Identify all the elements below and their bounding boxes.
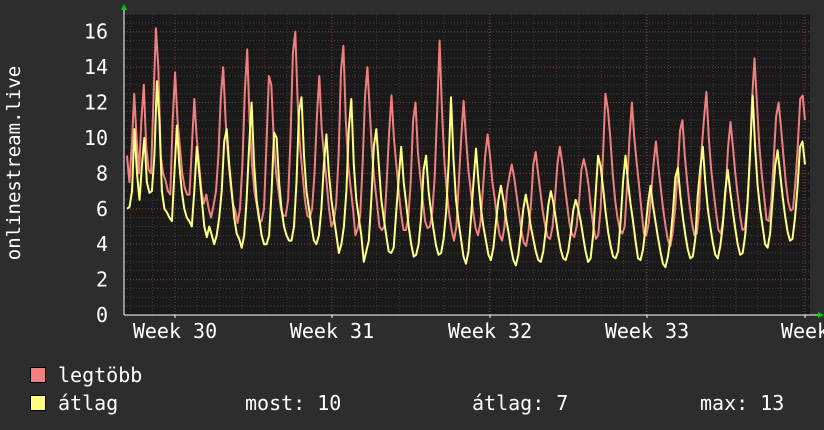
y-axis-label: onlinestream.live [3,65,25,261]
x-tick-label: Week [781,319,824,343]
stat-max-label: max: [700,391,749,415]
y-tick-label: 14 [84,55,108,79]
y-tick-label: 4 [96,232,108,256]
y-tick-label: 10 [84,126,108,150]
y-axis-ticks: 0 2 4 6 8 10 12 14 16 [84,20,108,327]
stat-max-value: 13 [760,391,785,415]
legend-swatch-legtobb [30,367,46,383]
legend-label-legtobb: legtöbb [58,363,143,387]
y-tick-label: 6 [96,197,108,221]
legend-label-atlag: átlag [58,391,119,415]
stat-atlag: átlag: 7 [472,391,568,415]
y-tick-label: 8 [96,161,108,185]
y-tick-label: 0 [96,303,108,327]
legend-swatch-atlag [30,395,46,411]
y-tick-label: 12 [84,91,108,115]
stat-most: most: 10 [245,391,341,415]
axes [121,4,824,318]
x-tick-label: Week 32 [448,319,532,343]
y-axis-arrow [121,4,127,10]
stat-atlag-value: 7 [556,391,569,415]
x-tick-label: Week 31 [290,319,374,343]
stat-atlag-label: átlag: [472,391,545,415]
y-tick-label: 16 [84,20,108,44]
x-tick-label: Week 30 [133,319,217,343]
series-line-legtobb [126,27,806,247]
x-tick-label: Week 33 [605,319,689,343]
stat-most-label: most: [245,391,306,415]
x-axis-ticks: Week 30 Week 31 Week 32 Week 33 Week [133,319,824,343]
legend-item-legtobb: legtöbb [30,363,142,387]
legend-item-atlag: átlag [30,391,118,415]
x-axis-arrow [818,312,824,318]
stat-most-value: 10 [317,391,342,415]
series-line-atlag [126,80,806,269]
y-tick-label: 2 [96,268,108,292]
stat-max: max: 13 [700,391,784,415]
series-lines [126,27,806,269]
